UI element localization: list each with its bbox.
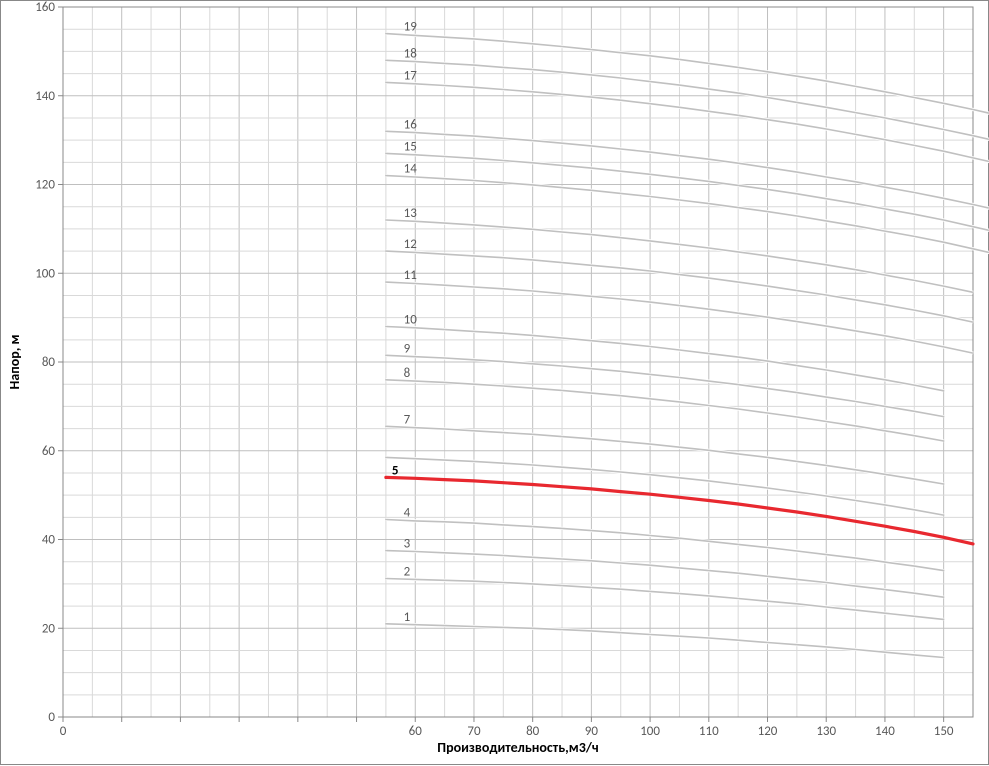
y-tick-label: 40 <box>42 533 56 548</box>
series-label-18: 18 <box>404 46 418 61</box>
pump-performance-chart: 0607080901001101201301401500204060801001… <box>0 0 989 765</box>
y-tick-label: 100 <box>35 266 55 281</box>
x-tick-label: 120 <box>758 724 778 739</box>
chart-canvas: 0607080901001101201301401500204060801001… <box>1 1 989 766</box>
x-tick-label: 70 <box>467 724 481 739</box>
series-label-1: 1 <box>404 610 411 625</box>
x-tick-label: 60 <box>409 724 423 739</box>
x-tick-label: 130 <box>816 724 836 739</box>
series-label-11: 11 <box>404 268 417 283</box>
series-label-15: 15 <box>404 139 417 154</box>
x-tick-label: 110 <box>699 724 719 739</box>
series-label-19: 19 <box>404 20 418 35</box>
y-tick-label: 140 <box>35 89 55 104</box>
series-label-7: 7 <box>404 412 411 427</box>
y-tick-label: 0 <box>48 710 55 725</box>
x-tick-label: 0 <box>60 724 67 739</box>
x-tick-label: 150 <box>934 724 954 739</box>
y-tick-label: 20 <box>42 621 56 636</box>
x-tick-label: 100 <box>640 724 660 739</box>
series-label-10: 10 <box>404 313 418 328</box>
series-label-8: 8 <box>404 366 411 381</box>
series-label-5: 5 <box>392 463 399 478</box>
x-tick-label: 140 <box>875 724 895 739</box>
y-tick-label: 60 <box>42 444 56 459</box>
series-label-3: 3 <box>404 537 411 552</box>
y-tick-label: 120 <box>35 178 55 193</box>
series-label-17: 17 <box>404 68 418 83</box>
series-label-9: 9 <box>404 341 411 356</box>
x-axis-label: Производительность,м3/ч <box>437 739 599 756</box>
x-tick-label: 80 <box>526 724 540 739</box>
series-label-4: 4 <box>404 506 411 521</box>
series-label-13: 13 <box>404 206 418 221</box>
y-tick-label: 80 <box>42 355 56 370</box>
series-label-12: 12 <box>404 237 418 252</box>
series-label-14: 14 <box>404 162 418 177</box>
series-label-16: 16 <box>404 117 418 132</box>
y-axis-label: Напор, м <box>6 334 23 389</box>
x-tick-label: 90 <box>585 724 599 739</box>
y-tick-label: 160 <box>35 1 55 15</box>
series-label-2: 2 <box>404 565 411 580</box>
